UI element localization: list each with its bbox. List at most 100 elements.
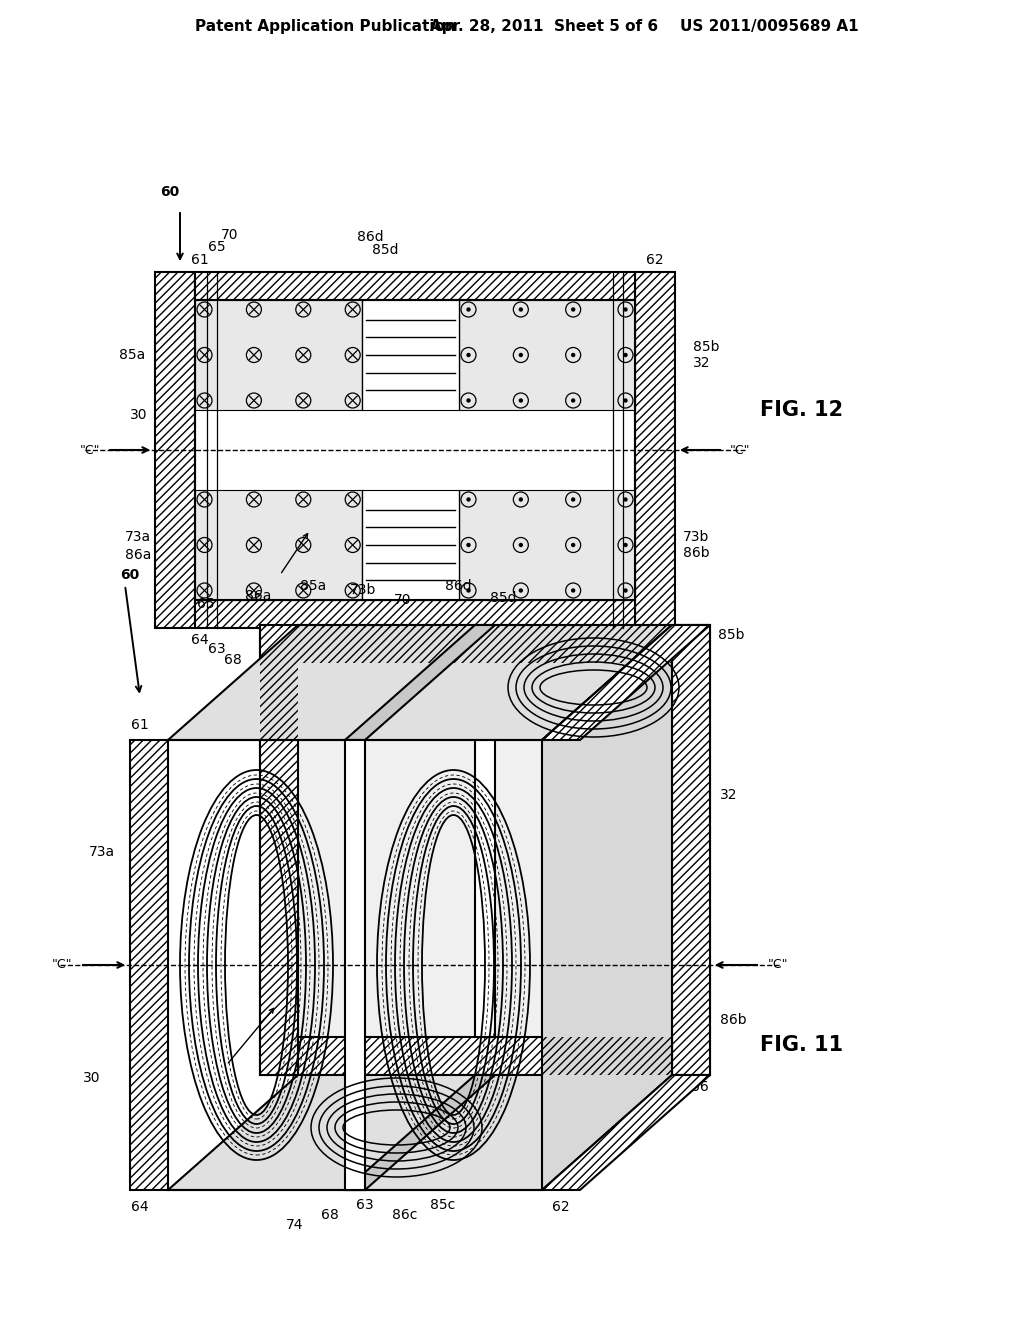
Bar: [195, 300, 635, 601]
Text: 63: 63: [208, 642, 226, 656]
Bar: [345, 741, 365, 1191]
Text: 86b: 86b: [720, 1012, 746, 1027]
Text: 60: 60: [161, 185, 179, 199]
Text: "C": "C": [80, 444, 100, 457]
Circle shape: [624, 308, 628, 312]
Bar: [635, 272, 675, 628]
Bar: [155, 272, 195, 628]
Polygon shape: [345, 1074, 495, 1191]
Text: 85d: 85d: [489, 591, 516, 605]
Text: 86b: 86b: [683, 546, 710, 560]
Text: 61: 61: [131, 718, 148, 733]
Polygon shape: [542, 624, 672, 1191]
Circle shape: [624, 352, 628, 358]
Circle shape: [624, 399, 628, 403]
Bar: [362, 300, 459, 411]
Text: 86a: 86a: [245, 589, 271, 603]
Bar: [130, 741, 168, 1191]
Text: 30: 30: [129, 408, 147, 422]
Text: 85a: 85a: [119, 348, 145, 362]
Circle shape: [518, 589, 523, 593]
Bar: [130, 741, 168, 1191]
Text: 60: 60: [120, 568, 139, 582]
Circle shape: [466, 543, 471, 548]
Text: Apr. 28, 2011  Sheet 5 of 6: Apr. 28, 2011 Sheet 5 of 6: [430, 20, 658, 34]
Text: 30: 30: [83, 1071, 100, 1085]
Text: 74: 74: [287, 1218, 304, 1232]
Bar: [195, 601, 635, 628]
Circle shape: [466, 589, 471, 593]
Text: 68: 68: [322, 1208, 339, 1222]
Bar: [195, 300, 362, 411]
Text: 85b: 85b: [718, 628, 744, 642]
Text: 86a: 86a: [125, 548, 151, 562]
Circle shape: [571, 589, 575, 593]
Text: 85d: 85d: [372, 243, 398, 257]
Bar: [155, 272, 195, 628]
Text: 85a: 85a: [300, 579, 326, 593]
Polygon shape: [542, 624, 710, 741]
Polygon shape: [168, 1074, 672, 1191]
Polygon shape: [542, 1074, 710, 1191]
Text: Patent Application Publication: Patent Application Publication: [195, 20, 456, 34]
Circle shape: [571, 308, 575, 312]
Text: 74: 74: [341, 660, 358, 675]
Circle shape: [466, 498, 471, 502]
Text: "C": "C": [768, 958, 788, 972]
Text: 86d: 86d: [444, 579, 471, 593]
Polygon shape: [168, 624, 672, 741]
Text: "C": "C": [51, 958, 72, 972]
Circle shape: [571, 543, 575, 548]
Text: 85b: 85b: [693, 341, 720, 354]
Text: 85c: 85c: [430, 1199, 456, 1212]
Text: 85c: 85c: [447, 642, 473, 656]
Bar: [260, 624, 298, 1074]
Bar: [260, 624, 298, 1074]
Text: 63: 63: [356, 1199, 374, 1212]
Text: 73b: 73b: [683, 531, 710, 544]
Text: 70: 70: [394, 593, 412, 607]
Bar: [459, 300, 635, 411]
Text: 32: 32: [720, 788, 737, 803]
Text: 61: 61: [191, 253, 209, 267]
Text: US 2011/0095689 A1: US 2011/0095689 A1: [680, 20, 859, 34]
Text: 66: 66: [691, 1080, 709, 1094]
Text: 86d: 86d: [356, 230, 383, 244]
Text: 86c: 86c: [392, 1208, 418, 1222]
Text: 66: 66: [646, 634, 664, 647]
Text: 86c: 86c: [418, 653, 442, 667]
Text: FIG. 11: FIG. 11: [760, 1035, 843, 1055]
Circle shape: [624, 498, 628, 502]
Text: 65: 65: [198, 597, 215, 611]
Bar: [635, 272, 675, 628]
Text: 32: 32: [693, 356, 711, 370]
Text: 65: 65: [208, 240, 226, 253]
Bar: [195, 272, 635, 300]
Bar: [195, 490, 362, 601]
Bar: [260, 624, 710, 1074]
Bar: [298, 624, 672, 663]
Text: FIG. 12: FIG. 12: [760, 400, 843, 420]
Circle shape: [518, 352, 523, 358]
Circle shape: [571, 498, 575, 502]
Text: 73a: 73a: [89, 846, 115, 859]
Text: "C": "C": [730, 444, 751, 457]
Circle shape: [571, 352, 575, 358]
Bar: [475, 663, 495, 1038]
Bar: [195, 300, 635, 601]
Text: 62: 62: [646, 253, 664, 267]
Bar: [362, 490, 459, 601]
Circle shape: [518, 498, 523, 502]
Bar: [672, 624, 710, 1074]
Text: 68: 68: [224, 653, 242, 667]
Text: 73a: 73a: [125, 531, 151, 544]
Text: 70: 70: [221, 228, 239, 242]
Text: 73b: 73b: [350, 583, 376, 597]
Text: 62: 62: [552, 1200, 569, 1214]
Text: 64: 64: [191, 634, 209, 647]
Bar: [672, 624, 710, 1074]
Text: 64: 64: [131, 1200, 148, 1214]
Bar: [195, 601, 635, 628]
Circle shape: [571, 399, 575, 403]
Bar: [195, 272, 635, 300]
